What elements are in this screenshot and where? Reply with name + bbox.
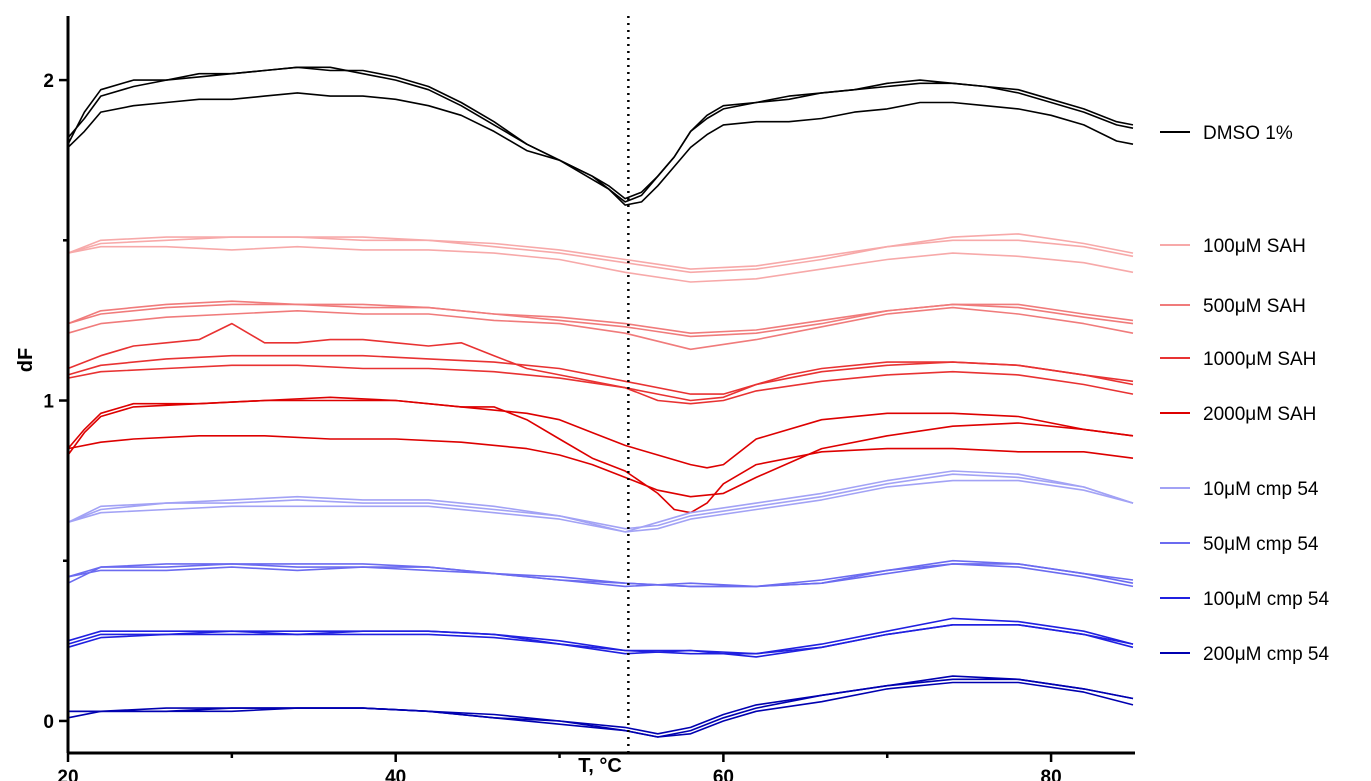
x-tick-label-60: 60 bbox=[713, 767, 734, 781]
x-tick-label-40: 40 bbox=[385, 767, 406, 781]
series-line-1000um-sah-rep-2 bbox=[67, 354, 1134, 395]
series-line-2000um-sah-rep-3 bbox=[67, 422, 1134, 498]
axes bbox=[66, 16, 1135, 755]
series-line-100um-sah-rep-3 bbox=[67, 245, 1134, 283]
legend-item-100um-cmp-54: 100μM cmp 54 bbox=[1160, 589, 1329, 610]
legend-label-50um-cmp-54: 50μM cmp 54 bbox=[1203, 534, 1319, 555]
legend-item-500um-sah: 500μM SAH bbox=[1160, 296, 1306, 317]
series-line-100um-cmp-54-rep-3 bbox=[67, 624, 1134, 658]
series-line-1000um-sah-rep-3 bbox=[67, 364, 1134, 405]
legend-label-100um-cmp-54: 100μM cmp 54 bbox=[1203, 589, 1329, 610]
legend-label-10um-cmp-54: 10μM cmp 54 bbox=[1203, 479, 1319, 500]
x-tick-group: 20 40 60 80 bbox=[57, 753, 1062, 781]
series-line-dmso-1-rep-1 bbox=[67, 66, 1134, 200]
series-line-2000um-sah-rep-2 bbox=[67, 399, 1134, 469]
x-tick-label-80: 80 bbox=[1041, 767, 1062, 781]
x-tick-label-20: 20 bbox=[57, 767, 78, 781]
legend-item-100um-sah: 100μM SAH bbox=[1160, 236, 1306, 257]
series-line-200um-cmp-54-rep-1 bbox=[68, 675, 1134, 735]
legend-label-dmso-1: DMSO 1% bbox=[1203, 123, 1293, 144]
x-axis-title: T, °C bbox=[578, 755, 622, 777]
series-line-dmso-1-rep-3 bbox=[67, 92, 1134, 206]
series-line-100um-sah-rep-2 bbox=[67, 236, 1134, 274]
series-line-1000um-sah-rep-1 bbox=[67, 322, 1134, 402]
series-line-500um-sah-rep-3 bbox=[67, 306, 1134, 351]
series-line-500um-sah-rep-2 bbox=[67, 300, 1134, 334]
series-line-dmso-1-rep-2 bbox=[67, 66, 1134, 203]
y-tick-group: 0 1 2 bbox=[43, 71, 68, 733]
series-line-10um-cmp-54-rep-1 bbox=[67, 473, 1134, 530]
legend-item-50um-cmp-54: 50μM cmp 54 bbox=[1160, 534, 1319, 555]
series-line-200um-cmp-54-rep-3 bbox=[67, 681, 1134, 738]
legend-label-100um-sah: 100μM SAH bbox=[1203, 236, 1306, 257]
legend-item-200um-cmp-54: 200μM cmp 54 bbox=[1160, 644, 1329, 665]
legend-label-1000um-sah: 1000μM SAH bbox=[1203, 349, 1316, 370]
plot-area bbox=[67, 66, 1134, 738]
y-tick-label-1: 1 bbox=[43, 392, 54, 413]
legend-item-2000um-sah: 2000μM SAH bbox=[1160, 404, 1316, 425]
legend-item-1000um-sah: 1000μM SAH bbox=[1160, 349, 1316, 370]
legend: DMSO 1% 100μM SAH 500μM SAH 1000μM SAH 2000μ… bbox=[1160, 123, 1329, 665]
series-line-100um-sah-rep-1 bbox=[67, 233, 1134, 270]
legend-label-500um-sah: 500μM SAH bbox=[1203, 296, 1306, 317]
series-line-50um-cmp-54-rep-3 bbox=[67, 563, 1134, 588]
legend-label-200um-cmp-54: 200μM cmp 54 bbox=[1203, 644, 1329, 665]
series-line-10um-cmp-54-rep-3 bbox=[67, 479, 1134, 533]
legend-item-10um-cmp-54: 10μM cmp 54 bbox=[1160, 479, 1319, 500]
legend-item-dmso-1: DMSO 1% bbox=[1160, 123, 1293, 144]
legend-label-2000um-sah: 2000μM SAH bbox=[1203, 404, 1316, 425]
y-tick-label-2: 2 bbox=[43, 71, 54, 92]
y-tick-label-0: 0 bbox=[43, 712, 54, 733]
y-axis-title: dF bbox=[15, 348, 37, 372]
